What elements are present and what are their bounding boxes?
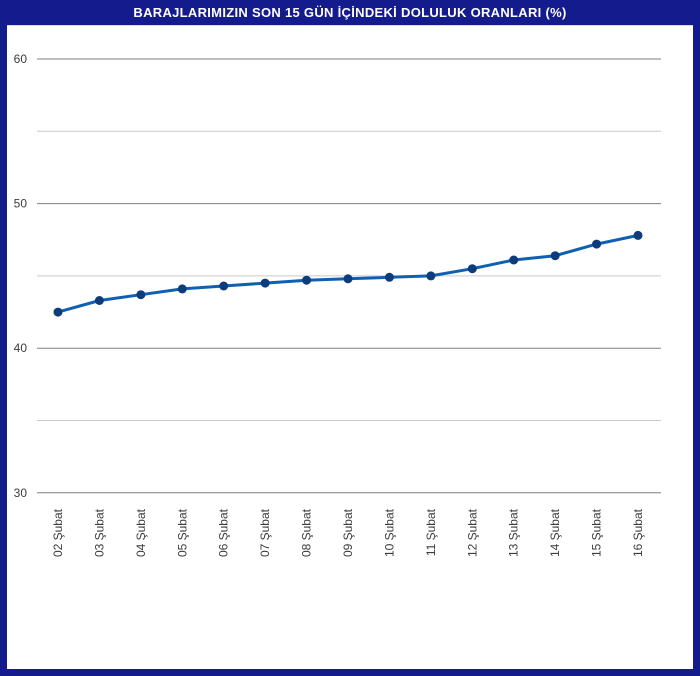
x-tick-label: 07 Şubat bbox=[258, 508, 272, 557]
x-tick-label: 12 Şubat bbox=[465, 508, 479, 557]
x-tick-label: 10 Şubat bbox=[382, 508, 396, 557]
x-tick-label: 03 Şubat bbox=[92, 508, 106, 557]
y-tick-label: 60 bbox=[14, 52, 28, 66]
data-point bbox=[302, 275, 312, 285]
chart-panel: 30 40 50 60 02 Şubat 03 Şubat 04 Şubat 05 Şubat… bbox=[7, 25, 693, 669]
x-tick-label: 13 Şubat bbox=[507, 508, 521, 557]
data-point bbox=[633, 230, 643, 240]
data-point bbox=[343, 274, 353, 284]
y-tick-label: 30 bbox=[14, 486, 28, 500]
x-tick-label: 15 Şubat bbox=[590, 508, 604, 557]
data-point bbox=[260, 278, 270, 288]
x-tick-label: 16 Şubat bbox=[631, 508, 645, 557]
x-tick-label: 08 Şubat bbox=[300, 508, 314, 557]
data-point bbox=[53, 307, 63, 317]
data-point bbox=[384, 272, 394, 282]
x-tick-label: 06 Şubat bbox=[217, 508, 231, 557]
x-tick-label: 05 Şubat bbox=[175, 508, 189, 557]
y-tick-label: 40 bbox=[14, 341, 28, 355]
x-tick-label: 09 Şubat bbox=[341, 508, 355, 557]
chart-title: BARAJLARIMIZIN SON 15 GÜN İÇİNDEKİ DOLUL… bbox=[133, 5, 567, 20]
data-point bbox=[177, 284, 187, 294]
x-tick-label: 11 Şubat bbox=[424, 508, 438, 556]
data-point bbox=[94, 296, 104, 305]
data-point bbox=[467, 264, 477, 274]
title-bar: BARAJLARIMIZIN SON 15 GÜN İÇİNDEKİ DOLUL… bbox=[0, 0, 700, 25]
data-point bbox=[592, 239, 602, 249]
chart-canvas: 30 40 50 60 02 Şubat 03 Şubat 04 Şubat 05 Şubat… bbox=[14, 52, 661, 557]
x-tick-label: 02 Şubat bbox=[51, 508, 65, 557]
data-point bbox=[550, 251, 560, 261]
data-point bbox=[136, 290, 146, 300]
x-tick-label: 14 Şubat bbox=[548, 508, 562, 557]
data-point bbox=[509, 255, 519, 265]
x-tick-label: 04 Şubat bbox=[134, 508, 148, 557]
data-point bbox=[219, 281, 229, 291]
data-point bbox=[426, 271, 436, 281]
y-tick-label: 50 bbox=[14, 197, 28, 211]
data-line bbox=[56, 233, 640, 314]
